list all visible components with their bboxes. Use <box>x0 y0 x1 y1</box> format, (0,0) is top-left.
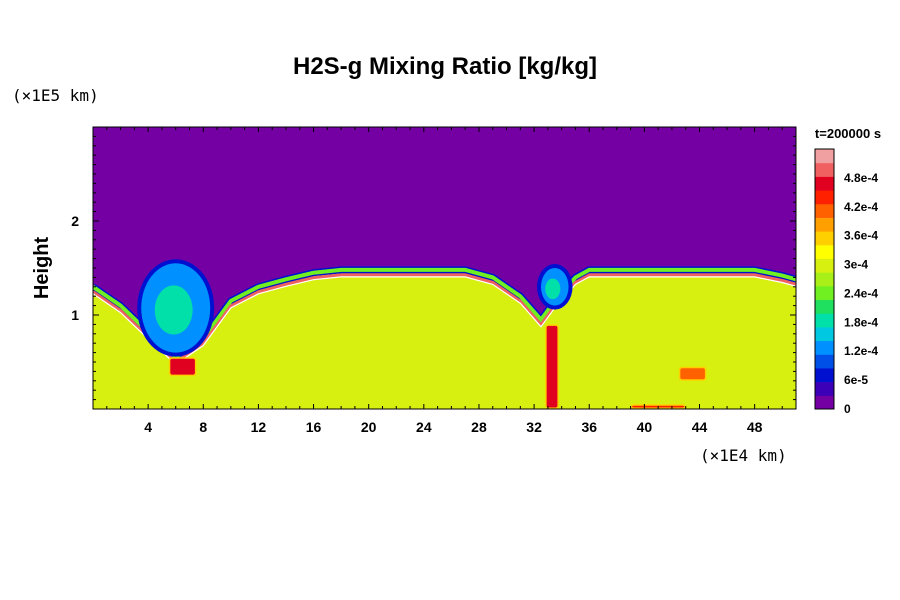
colorbar-band <box>815 203 834 218</box>
x-tick-label: 16 <box>306 419 322 435</box>
colorbar-band <box>815 272 834 287</box>
colorbar-tick-label: 2.4e-4 <box>844 286 878 300</box>
y-axis-label: Height <box>31 237 53 300</box>
colorbar-band <box>815 190 834 205</box>
colorbar-band <box>815 149 834 164</box>
colorbar-band <box>815 381 834 396</box>
x-tick-label: 20 <box>361 419 377 435</box>
colorbar-band <box>815 340 834 355</box>
x-tick-label: 12 <box>251 419 267 435</box>
x-tick-label: 36 <box>581 419 597 435</box>
colorbar-tick-label: 1.8e-4 <box>844 315 878 329</box>
x-axis: 4 8 12 16 20 24 28 32 36 40 44 48 <box>106 127 783 435</box>
time-label: t=200000 s <box>815 126 881 141</box>
feature-0 <box>546 325 558 408</box>
feature-3 <box>170 358 195 375</box>
colorbar-band <box>815 313 834 328</box>
colorbar: 0 6e-5 1.2e-4 1.8e-4 2.4e-4 3e-4 3.6e-4 4.2e-4 4… <box>814 148 878 416</box>
colorbar-band <box>815 285 834 301</box>
heatmap-field <box>93 127 796 409</box>
colorbar-band <box>815 258 834 273</box>
colorbar-tick-label: 4.8e-4 <box>844 171 878 185</box>
colorbar-tick-label: 0 <box>844 402 851 416</box>
colorbar-band <box>815 299 834 314</box>
y-axis: 12 <box>71 135 796 401</box>
x-tick-label: 48 <box>747 419 763 435</box>
x-tick-label: 40 <box>637 419 653 435</box>
x-tick-label: 28 <box>471 419 487 435</box>
plot-area: 4 8 12 16 20 24 28 32 36 40 44 48 12 <box>71 126 797 435</box>
colorbar-tick-label: 3.6e-4 <box>844 229 878 243</box>
colorbar-band <box>815 326 834 342</box>
x-unit-label: (×1E4 km) <box>700 446 787 465</box>
x-tick-label: 32 <box>526 419 542 435</box>
colorbar-frame <box>814 148 835 410</box>
colorbar-band <box>815 231 834 246</box>
colorbar-band <box>815 244 834 259</box>
colorbar-tick-label: 4.2e-4 <box>844 200 878 214</box>
colorbar-band <box>815 395 834 410</box>
colorbar-band <box>815 176 834 191</box>
chart-title: H2S-g Mixing Ratio [kg/kg] <box>293 53 597 80</box>
plume-1-inner <box>545 278 561 300</box>
field-region <box>93 269 796 409</box>
x-tick-label: 4 <box>144 419 152 435</box>
x-tick-label: 8 <box>199 419 207 435</box>
y-tick-label: 2 <box>71 213 79 229</box>
colorbar-band <box>815 217 834 232</box>
plume-0-inner <box>154 285 193 335</box>
y-unit-label: (×1E5 km) <box>12 86 99 105</box>
x-tick-label: 24 <box>416 419 432 435</box>
x-tick-label: 44 <box>692 419 708 435</box>
colorbar-tick-label: 1.2e-4 <box>844 344 878 358</box>
colorbar-tick-label: 6e-5 <box>844 373 868 387</box>
colorbar-tick-label: 3e-4 <box>844 258 868 272</box>
colorbar-band <box>815 367 834 383</box>
colorbar-band <box>815 354 834 369</box>
y-tick-label: 1 <box>71 307 79 323</box>
feature-1 <box>680 368 705 380</box>
colorbar-band <box>815 162 834 177</box>
